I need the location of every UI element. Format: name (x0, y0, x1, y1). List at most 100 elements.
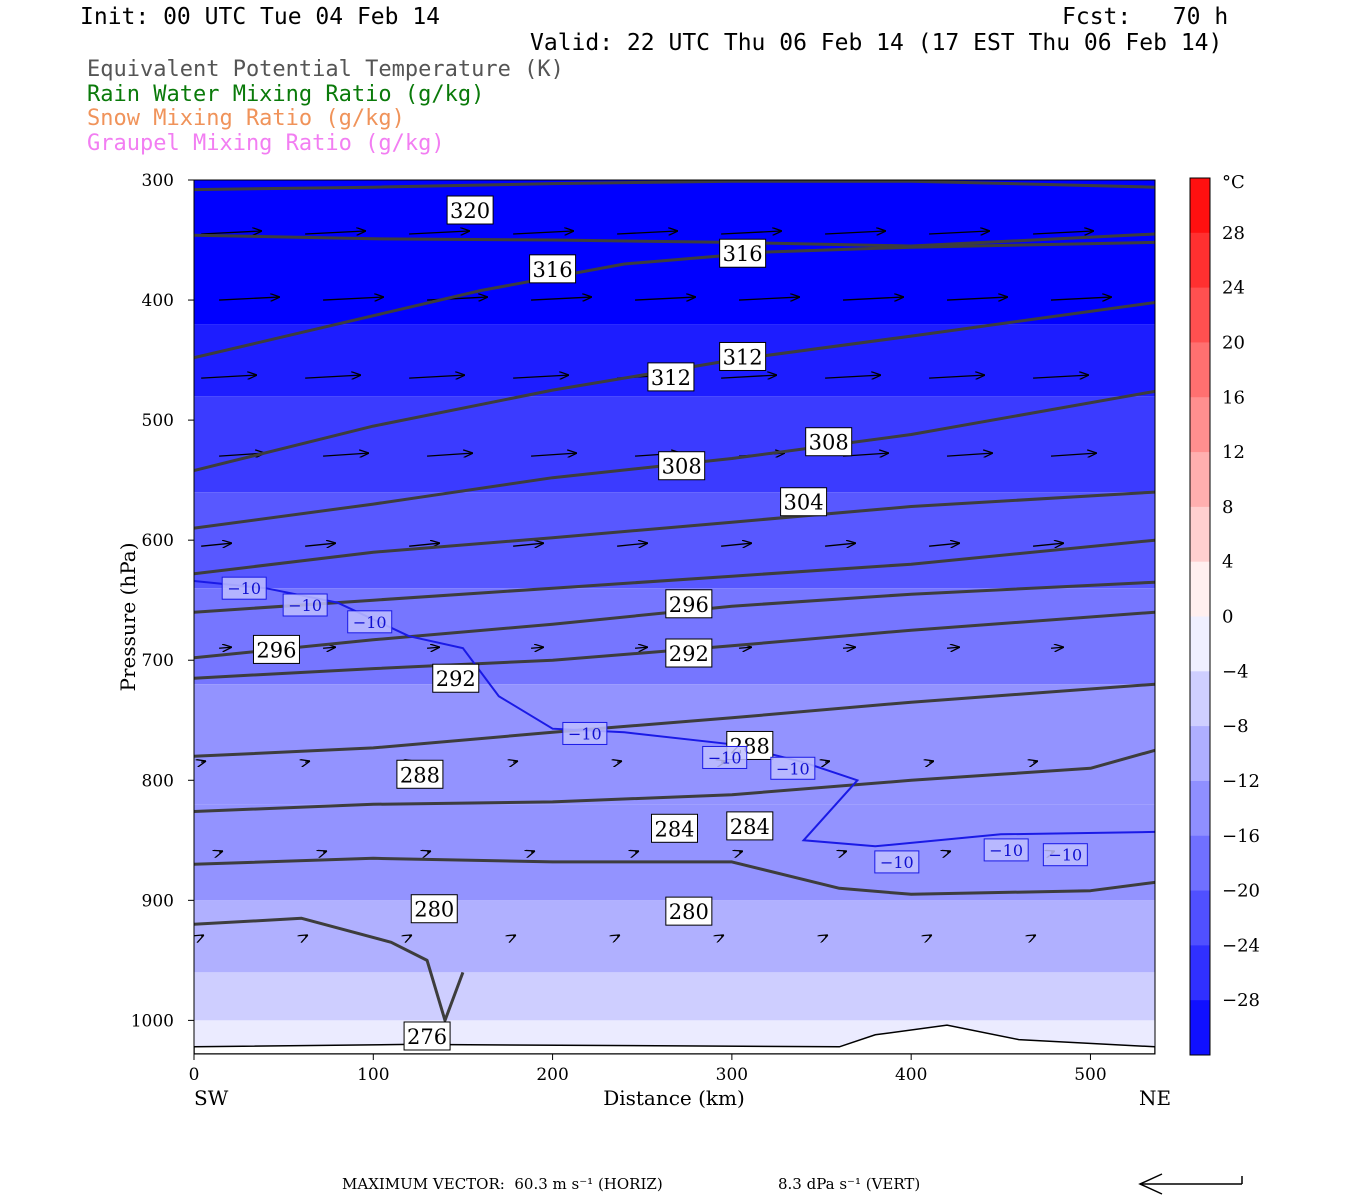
wind-vector (929, 761, 933, 762)
wind-vector (219, 647, 231, 648)
colorbar-swatch (1190, 890, 1210, 946)
theta-e-label-box (647, 362, 695, 392)
wind-vector (427, 453, 472, 456)
wind-vector (1050, 647, 1063, 648)
colorbar-tick-label: −24 (1222, 935, 1260, 956)
colorbar-swatch (1190, 506, 1210, 563)
theta-e-line (194, 682, 1155, 758)
wind-vector (929, 935, 931, 936)
wind-vector (739, 851, 742, 852)
isotherm-label-box (282, 593, 328, 617)
wind-vector (721, 935, 723, 936)
init-time-label: Init: 00 UTC Tue 04 Feb 14 (80, 4, 441, 30)
theta-e-label-box (446, 195, 494, 225)
x-tick-label: 300 (716, 1065, 748, 1085)
colorbar-swatch (1190, 397, 1210, 453)
colorbar-swatch (1190, 835, 1210, 892)
x-tick-label: 0 (189, 1065, 200, 1085)
theta-e-label: 292 (436, 667, 476, 691)
x-tick-label: 500 (1074, 1065, 1106, 1085)
colorbar-swatch (1190, 232, 1210, 289)
colorbar-unit: °C (1222, 172, 1245, 193)
temperature-band (194, 180, 1155, 325)
legend-snow: Snow Mixing Ratio (g/kg) (87, 106, 405, 131)
theta-e-line (194, 538, 1155, 614)
x-tick-label: 200 (536, 1065, 568, 1085)
wind-vector (219, 851, 222, 852)
theta-e-label-box (805, 427, 853, 457)
theta-e-line (194, 240, 1155, 360)
theta-e-label-box (665, 589, 713, 619)
theta-e-label: 292 (669, 642, 709, 666)
wind-vector (843, 297, 903, 300)
max-vector-vert: 8.3 dPa s⁻¹ (VERT) (778, 1175, 921, 1193)
theta-e-label: 308 (662, 455, 702, 479)
wind-vector (843, 851, 846, 852)
x-axis-title: Distance (km) (603, 1086, 745, 1110)
colorbar-tick-label: −12 (1222, 771, 1260, 792)
wind-vector (531, 453, 576, 456)
theta-e-label-box (780, 487, 828, 517)
wind-vector (219, 297, 279, 300)
y-tick-label: 700 (142, 651, 174, 671)
theta-e-label-box (665, 638, 713, 668)
wind-vector (1050, 297, 1111, 300)
theta-e-label: 312 (651, 366, 691, 390)
theta-e-line (194, 580, 1155, 660)
colorbar-swatch (1190, 1000, 1210, 1056)
wind-vector (427, 647, 439, 648)
colorbar-tick-label: −20 (1222, 881, 1260, 902)
legend-rain-water: Rain Water Mixing Ratio (g/kg) (87, 82, 485, 107)
colorbar-swatch (1190, 616, 1210, 672)
colorbar-tick-label: −16 (1222, 826, 1260, 847)
wind-vector (1033, 375, 1088, 378)
colorbar-tick-label: 16 (1222, 387, 1245, 408)
theta-e-label-box (432, 663, 480, 693)
wind-vector (513, 543, 543, 546)
wind-vector (739, 297, 799, 300)
y-tick-label: 900 (142, 891, 174, 911)
theta-e-line (194, 856, 1155, 896)
theta-e-line (194, 610, 1155, 680)
wind-vector (427, 851, 430, 852)
colorbar-tick-label: 20 (1222, 332, 1245, 353)
theta-e-label-box (726, 811, 774, 841)
wind-vector (947, 851, 950, 852)
y-tick-label: 1000 (131, 1011, 174, 1031)
theta-e-line (194, 490, 1155, 576)
theta-e-line (194, 916, 465, 1022)
wind-vector (409, 543, 439, 546)
temperature-band (194, 684, 1155, 805)
y-tick-label: 800 (142, 771, 174, 791)
wind-vector (825, 375, 880, 378)
colorbar-tick-label: 12 (1222, 442, 1245, 463)
isotherm-label-box (874, 850, 920, 874)
isotherm-label-box (983, 838, 1029, 862)
wind-vector (946, 647, 959, 648)
colorbar-swatch (1190, 287, 1210, 343)
theta-e-line (194, 301, 1155, 472)
wind-vector (825, 543, 855, 546)
wind-vector (1033, 543, 1063, 546)
wind-vector (323, 297, 383, 300)
theta-e-label-box (665, 896, 713, 926)
theta-e-label-box (658, 451, 706, 481)
colorbar-swatch (1190, 178, 1210, 234)
wind-vector (305, 761, 309, 762)
isotherm-label: −10 (227, 579, 261, 598)
x-tick-label: 100 (357, 1065, 389, 1085)
wind-vector (617, 231, 677, 234)
wind-vector (825, 761, 829, 762)
max-vector-arrow-icon (1138, 1173, 1243, 1195)
wind-vector (738, 647, 751, 648)
theta-e-label-box (719, 341, 767, 371)
max-vector-horiz: 60.3 m s⁻¹ (HORIZ) (514, 1175, 663, 1193)
theta-e-label: 304 (784, 491, 824, 515)
colorbar-tick-label: 8 (1222, 497, 1233, 518)
theta-e-label-box (252, 634, 300, 664)
wind-vector (409, 935, 411, 936)
colorbar-swatch (1190, 945, 1210, 1001)
wind-vector (929, 231, 989, 234)
legend-graupel: Graupel Mixing Ratio (g/kg) (87, 131, 445, 156)
